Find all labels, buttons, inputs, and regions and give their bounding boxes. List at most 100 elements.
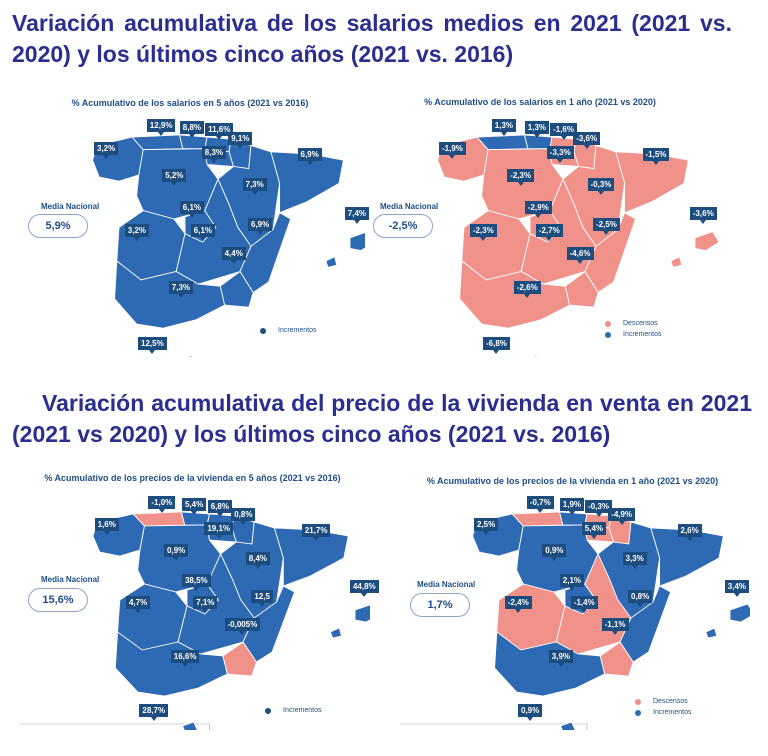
value-tag-arag-n: 3,3%	[622, 552, 647, 569]
value-tag-cantabria: 1,3%	[524, 121, 550, 138]
value-tag-castilla-la-mancha: 7,1%	[193, 596, 218, 613]
region-andaluc-a	[494, 631, 606, 697]
legend-decrease: Descensos	[635, 698, 692, 705]
value-tag-c-valenciana: 0,8%	[628, 590, 653, 607]
media-nacional-value: 1,7%	[410, 593, 470, 617]
value-tag-murcia: -1,1%	[601, 618, 629, 635]
region-baleares	[670, 231, 720, 268]
panel-title: % Acumulativo de los precios de la vivie…	[44, 473, 341, 483]
value-tag-extremadura: 4,7%	[125, 596, 151, 613]
legend: Incrementos	[265, 707, 322, 718]
value-tag-madrid: 6,1%	[179, 200, 205, 218]
spain-map	[437, 134, 720, 357]
value-tag-andaluc-a: -2,6%	[513, 280, 541, 298]
value-tag-asturias: 1,3%	[491, 118, 517, 136]
legend-increase: Incrementos	[605, 331, 662, 338]
value-tag-catalu-a: 21,7%	[301, 524, 331, 541]
value-tag-arag-n: -0,3%	[587, 177, 615, 195]
value-tag-cantabria: 8,8%	[179, 121, 205, 138]
region-canarias	[186, 354, 193, 357]
value-tag-navarra: -3,6%	[573, 131, 601, 149]
legend-dot-increase	[605, 331, 611, 338]
heading-salaries: Variación acumulativa de los salarios me…	[12, 10, 732, 67]
value-tag-asturias: 12,9%	[146, 118, 176, 136]
value-tag-galicia: 3,2%	[94, 142, 119, 159]
legend-dot-increase	[635, 709, 641, 716]
region-murcia	[222, 641, 257, 677]
legend: Descensos Incrementos	[605, 320, 662, 342]
value-tag-la-rioja: 8,3%	[201, 146, 227, 164]
value-tag-c-valenciana: 6,9%	[248, 217, 273, 235]
value-tag-la-rioja: 19,1%	[204, 522, 234, 539]
value-tag-la-rioja: 5,4%	[581, 522, 607, 539]
panel-title: % Acumulativo de los precios de la vivie…	[426, 476, 719, 486]
value-tag-catalu-a: 2,6%	[677, 524, 702, 541]
value-tag-baleares: 3,4%	[724, 580, 750, 597]
value-tag-castilla-y-le-n: 5,2%	[162, 169, 187, 187]
value-tag-canarias: 0,9%	[518, 704, 543, 721]
value-tag-pa-s-vasco: -1,6%	[550, 123, 577, 141]
region-andaluc-a	[114, 631, 228, 697]
value-tag-catalu-a: 6,9%	[297, 148, 322, 166]
value-tag-asturias: -1,0%	[148, 496, 176, 513]
value-tag-pa-s-vasco: 11,6%	[205, 123, 234, 141]
panel-title: % Acumulativo de los salarios en 1 año (…	[424, 97, 656, 107]
legend-increase: Incrementos	[265, 707, 322, 714]
media-nacional-label: Media Nacional	[417, 580, 476, 589]
region-murcia	[599, 641, 634, 677]
value-tag-galicia: -1,9%	[439, 142, 466, 159]
region-baleares	[329, 604, 370, 639]
value-tag-extremadura: -2,4%	[504, 596, 532, 613]
value-tag-extremadura: 3,2%	[124, 223, 150, 241]
canarias-inset-frame	[399, 723, 588, 730]
value-tag-andaluc-a: 3,9%	[548, 650, 574, 667]
value-tag-castilla-y-le-n: 0,9%	[164, 544, 189, 561]
region-andaluc-a	[114, 260, 226, 329]
region-baleares	[705, 603, 750, 639]
value-tag-navarra: -4,9%	[608, 508, 636, 525]
region-canarias	[531, 354, 538, 357]
map-panel-housing-1y: % Acumulativo de los precios de la vivie…	[395, 470, 750, 730]
value-tag-galicia: 1,6%	[94, 518, 119, 535]
value-tag-arag-n: 8,4%	[245, 552, 271, 569]
media-nacional-label: Media Nacional	[41, 202, 100, 211]
value-tag-murcia: -0,005%	[224, 618, 261, 635]
value-tag-madrid: -2,9%	[524, 200, 552, 218]
legend: Descensos Incrementos	[635, 698, 692, 720]
value-tag-pa-s-vasco: -0,3%	[585, 500, 612, 517]
value-tag-catalu-a: -1,5%	[642, 148, 670, 166]
value-tag-andaluc-a: 7,3%	[168, 280, 194, 298]
value-tag-extremadura: -2,3%	[469, 223, 497, 241]
legend-decrease: Descensos	[605, 320, 662, 327]
value-tag-castilla-la-mancha: -2,7%	[535, 223, 563, 241]
media-nacional-label: Media Nacional	[380, 202, 439, 211]
value-tag-cantabria: 1,9%	[559, 498, 585, 515]
value-tag-la-rioja: -3,3%	[546, 146, 574, 164]
legend: Incrementos	[260, 327, 317, 338]
region-canarias	[170, 721, 198, 730]
value-tag-castilla-y-le-n: 0,9%	[542, 544, 567, 561]
media-nacional-label: Media Nacional	[41, 575, 100, 584]
heading-housing: Variación acumulativa del precio de la v…	[12, 390, 752, 447]
region-murcia	[564, 270, 599, 308]
value-tag-pa-s-vasco: 6,8%	[207, 500, 232, 517]
map-panel-salaries-5y: % Acumulativo de los salarios en 5 años …	[15, 92, 370, 357]
canarias-inset-frame	[18, 723, 210, 730]
value-tag-asturias: -0,7%	[526, 496, 554, 513]
value-tag-castilla-la-mancha: 6,1%	[190, 223, 216, 241]
region-canarias	[548, 721, 576, 730]
legend-increase: Incrementos	[260, 327, 317, 334]
value-tag-andaluc-a: 16,6%	[170, 650, 200, 667]
value-tag-madrid: 2,1%	[559, 574, 585, 591]
map-panel-housing-5y: % Acumulativo de los precios de la vivie…	[15, 470, 379, 730]
value-tag-baleares: -3,6%	[689, 207, 717, 225]
value-tag-canarias: -6,8%	[483, 337, 510, 355]
region-baleares	[325, 232, 365, 268]
media-nacional-value: 15,6%	[28, 588, 88, 612]
value-tag-murcia: 4,4%	[221, 247, 246, 264]
value-tag-galicia: 2,5%	[474, 518, 499, 535]
value-tag-canarias: 12,5%	[138, 337, 167, 355]
region-andaluc-a	[459, 260, 571, 329]
value-tag-arag-n: 7,3%	[242, 177, 267, 195]
value-tag-baleares: 44,8%	[349, 580, 379, 597]
